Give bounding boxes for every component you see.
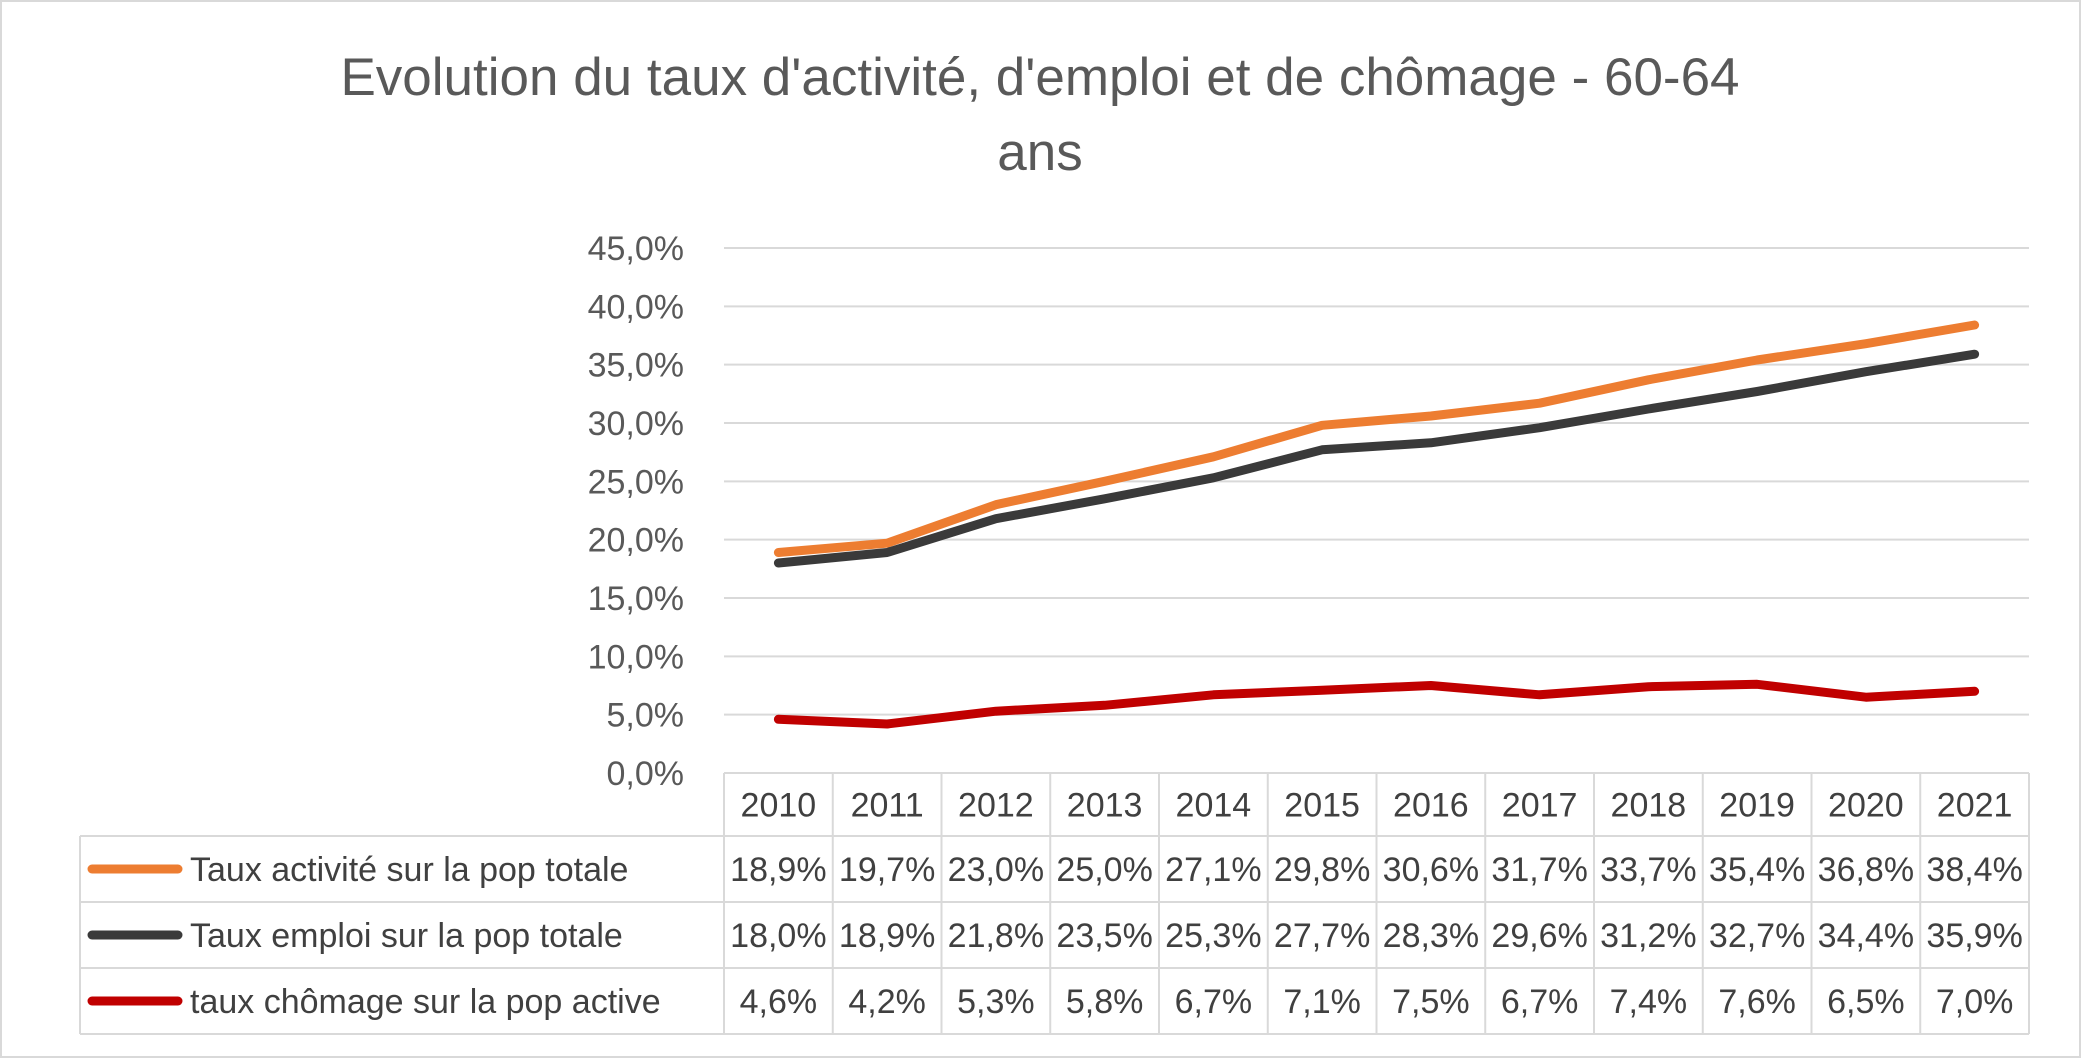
data-label: 29,8% (1274, 851, 1370, 889)
data-label: 27,1% (1165, 851, 1261, 889)
data-label: 7,0% (1936, 983, 2014, 1021)
data-label: 33,7% (1600, 851, 1696, 889)
data-label: 25,3% (1165, 917, 1261, 955)
data-label: 21,8% (948, 917, 1044, 955)
series-lines (773, 320, 1980, 729)
data-label: 5,8% (1066, 983, 1144, 1021)
data-label: 23,5% (1056, 917, 1152, 955)
data-label: 6,7% (1501, 983, 1579, 1021)
data-label: 19,7% (839, 851, 935, 889)
x-tick-label: 2013 (1067, 787, 1143, 825)
data-label: 36,8% (1818, 851, 1914, 889)
data-label: 23,0% (948, 851, 1044, 889)
data-label: 30,6% (1383, 851, 1479, 889)
data-label: 7,4% (1610, 983, 1688, 1021)
y-tick-label: 10,0% (588, 638, 684, 676)
series-line-2 (773, 349, 1980, 568)
series-line-1 (773, 320, 1980, 557)
data-label: 35,4% (1709, 851, 1805, 889)
data-label: 27,7% (1274, 917, 1370, 955)
data-label: 5,3% (957, 983, 1035, 1021)
x-tick-label: 2018 (1611, 787, 1687, 825)
data-label: 31,2% (1600, 917, 1696, 955)
data-label: 7,5% (1392, 983, 1470, 1021)
data-label: 38,4% (1926, 851, 2022, 889)
legend-label-1: Taux activité sur la pop totale (190, 851, 628, 889)
x-tick-label: 2010 (741, 787, 817, 825)
y-tick-label: 0,0% (607, 755, 685, 793)
y-axis-tick-labels: 0,0% 5,0% 10,0% 15,0% 20,0% 25,0% 30,0% 35,0% 40… (588, 230, 684, 793)
x-tick-label: 2011 (851, 787, 924, 825)
y-tick-label: 35,0% (588, 347, 684, 385)
y-tick-label: 5,0% (607, 697, 685, 735)
data-label: 18,9% (730, 851, 826, 889)
y-tick-label: 40,0% (588, 288, 684, 326)
data-label: 7,1% (1283, 983, 1361, 1021)
data-label: 25,0% (1056, 851, 1152, 889)
x-tick-label: 2021 (1937, 787, 2013, 825)
legend-label-3: taux chômage sur la pop active (190, 983, 661, 1021)
data-label: 4,2% (848, 983, 926, 1021)
y-tick-label: 45,0% (588, 230, 684, 268)
x-tick-label: 2016 (1393, 787, 1469, 825)
y-tick-label: 25,0% (588, 463, 684, 501)
data-label: 18,0% (730, 917, 826, 955)
chart-title-line-1: Evolution du taux d'activité, d'emploi e… (340, 48, 1739, 107)
series-line-3 (773, 679, 1980, 729)
y-tick-label: 15,0% (588, 580, 684, 618)
data-label: 34,4% (1818, 917, 1914, 955)
data-label: 29,6% (1491, 917, 1587, 955)
x-tick-label: 2014 (1176, 787, 1252, 825)
data-label: 28,3% (1383, 917, 1479, 955)
data-label: 6,7% (1175, 983, 1253, 1021)
x-tick-label: 2015 (1284, 787, 1360, 825)
x-tick-label: 2017 (1502, 787, 1578, 825)
data-label: 31,7% (1491, 851, 1587, 889)
data-label: 7,6% (1718, 983, 1796, 1021)
data-table: 2010 2011 2012 2013 2014 2015 2016 2017 2018 2019… (79, 772, 2030, 1035)
y-tick-label: 20,0% (588, 522, 684, 560)
y-tick-label: 30,0% (588, 405, 684, 443)
data-label: 32,7% (1709, 917, 1805, 955)
data-label: 6,5% (1827, 983, 1905, 1021)
x-tick-label: 2020 (1828, 787, 1904, 825)
chart-title-line-2: ans (997, 123, 1082, 182)
legend-label-2: Taux emploi sur la pop totale (190, 917, 623, 955)
x-tick-label: 2019 (1719, 787, 1795, 825)
x-tick-label: 2012 (958, 787, 1034, 825)
data-label: 18,9% (839, 917, 935, 955)
data-label: 35,9% (1926, 917, 2022, 955)
data-label: 4,6% (740, 983, 818, 1021)
